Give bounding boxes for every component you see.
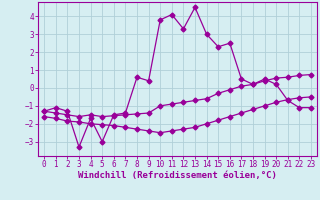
X-axis label: Windchill (Refroidissement éolien,°C): Windchill (Refroidissement éolien,°C) bbox=[78, 171, 277, 180]
